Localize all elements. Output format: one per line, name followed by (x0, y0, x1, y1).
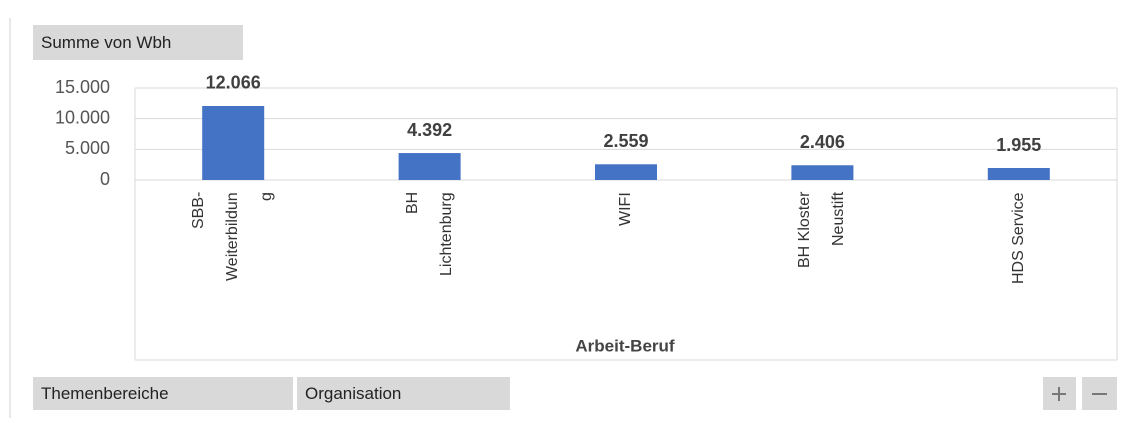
value-label: 1.955 (996, 135, 1041, 155)
x-tick-label: BH Kloster Neustift (796, 192, 848, 269)
y-tick-label: 5.000 (65, 138, 110, 158)
x-tick-label: WIFI (617, 192, 634, 226)
bar (202, 105, 265, 180)
x-tick-label: HDS Service (1009, 192, 1027, 284)
filter-button[interactable]: Themenbereiche (33, 377, 293, 410)
x-tick-label: BH Lichtenburg (403, 192, 455, 276)
y-tick-label: 0 (100, 169, 110, 189)
filter-label: Themenbereiche (41, 383, 169, 403)
value-label: 2.406 (800, 132, 845, 152)
bar (987, 168, 1050, 180)
value-label: 4.392 (407, 120, 452, 140)
bar (791, 165, 854, 180)
x-tick-label: SBB-Weiterbildung (190, 192, 276, 281)
bar (398, 153, 461, 180)
bar (595, 164, 657, 180)
field-button[interactable]: Summe von Wbh (33, 25, 243, 60)
value-label: 12.066 (206, 73, 261, 93)
x-axis-title: Arbeit-Beruf (575, 336, 675, 355)
filter-button[interactable]: Organisation (297, 377, 510, 410)
y-tick-label: 10.000 (55, 107, 110, 127)
y-tick-label: 15.000 (55, 77, 110, 97)
value-label: 2.559 (603, 131, 648, 151)
filter-label: Organisation (305, 383, 402, 403)
plus-icon (1052, 387, 1066, 401)
